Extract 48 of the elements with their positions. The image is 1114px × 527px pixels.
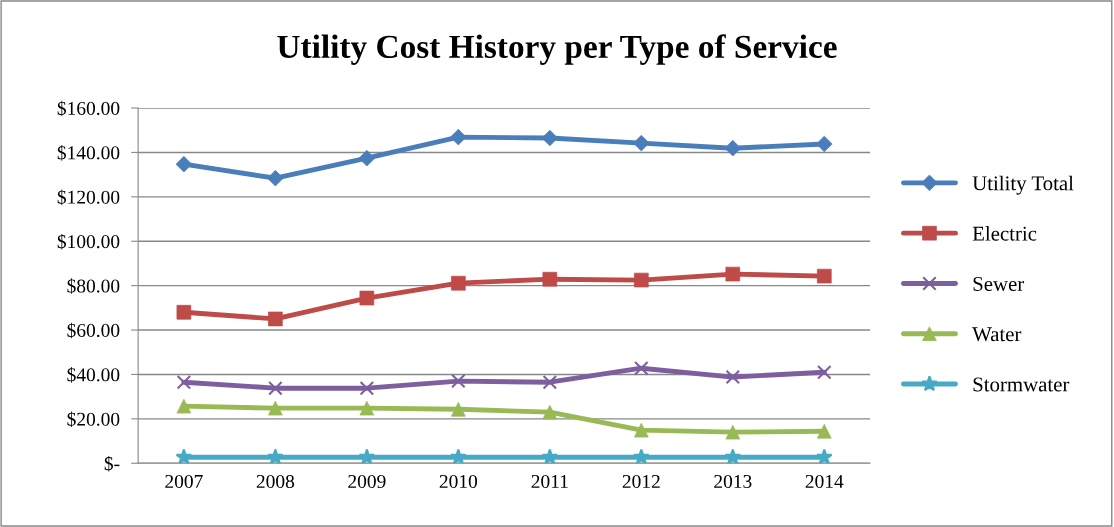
x-tick-label: 2013: [714, 474, 752, 489]
legend-label: Stormwater: [973, 377, 1070, 392]
point: [816, 135, 833, 153]
x-tick-label: 2010: [439, 474, 478, 489]
point: [451, 373, 466, 389]
point: [633, 448, 650, 464]
point: [634, 360, 649, 376]
legend-label: Water: [972, 327, 1022, 342]
x-tick-label: 2008: [256, 474, 295, 489]
point: [267, 448, 284, 464]
point: [817, 364, 832, 380]
x-tick-label: 2009: [348, 474, 386, 489]
point: [450, 128, 467, 146]
y-tick-label: $40.00: [67, 367, 120, 383]
x-tick-label: 2012: [622, 474, 660, 489]
point: [450, 448, 467, 464]
point: [358, 448, 376, 464]
legend-label: Electric: [972, 226, 1037, 241]
point: [176, 374, 192, 390]
point: [268, 380, 283, 396]
point: [267, 169, 284, 187]
point: [633, 134, 650, 152]
y-tick-label: $-: [104, 455, 120, 472]
y-tick-label: $160.00: [57, 100, 120, 117]
point: [451, 275, 466, 291]
x-tick-label: 2014: [805, 474, 844, 489]
y-tick-label: $120.00: [57, 189, 120, 206]
y-tick-label: $140.00: [57, 145, 120, 161]
legend-label: Sewer: [973, 276, 1025, 291]
y-tick-label: $80.00: [67, 278, 120, 294]
point: [725, 266, 741, 282]
point: [541, 448, 559, 464]
y-tick-label: $60.00: [67, 322, 120, 339]
point: [634, 272, 649, 288]
point: [542, 271, 558, 287]
point: [725, 369, 741, 385]
point: [817, 268, 832, 284]
x-tick-label: 2007: [165, 474, 203, 489]
x-tick-label: 2011: [531, 474, 568, 489]
point: [815, 448, 833, 464]
y-tick-label: $20.00: [67, 411, 120, 428]
chart-title: Utility Cost History per Type of Service: [277, 34, 837, 65]
point: [542, 374, 558, 390]
legend-label: Utility Total: [972, 175, 1074, 195]
point: [359, 380, 375, 396]
point: [724, 448, 742, 464]
y-tick-label: $100.00: [57, 233, 120, 250]
point: [175, 448, 193, 464]
